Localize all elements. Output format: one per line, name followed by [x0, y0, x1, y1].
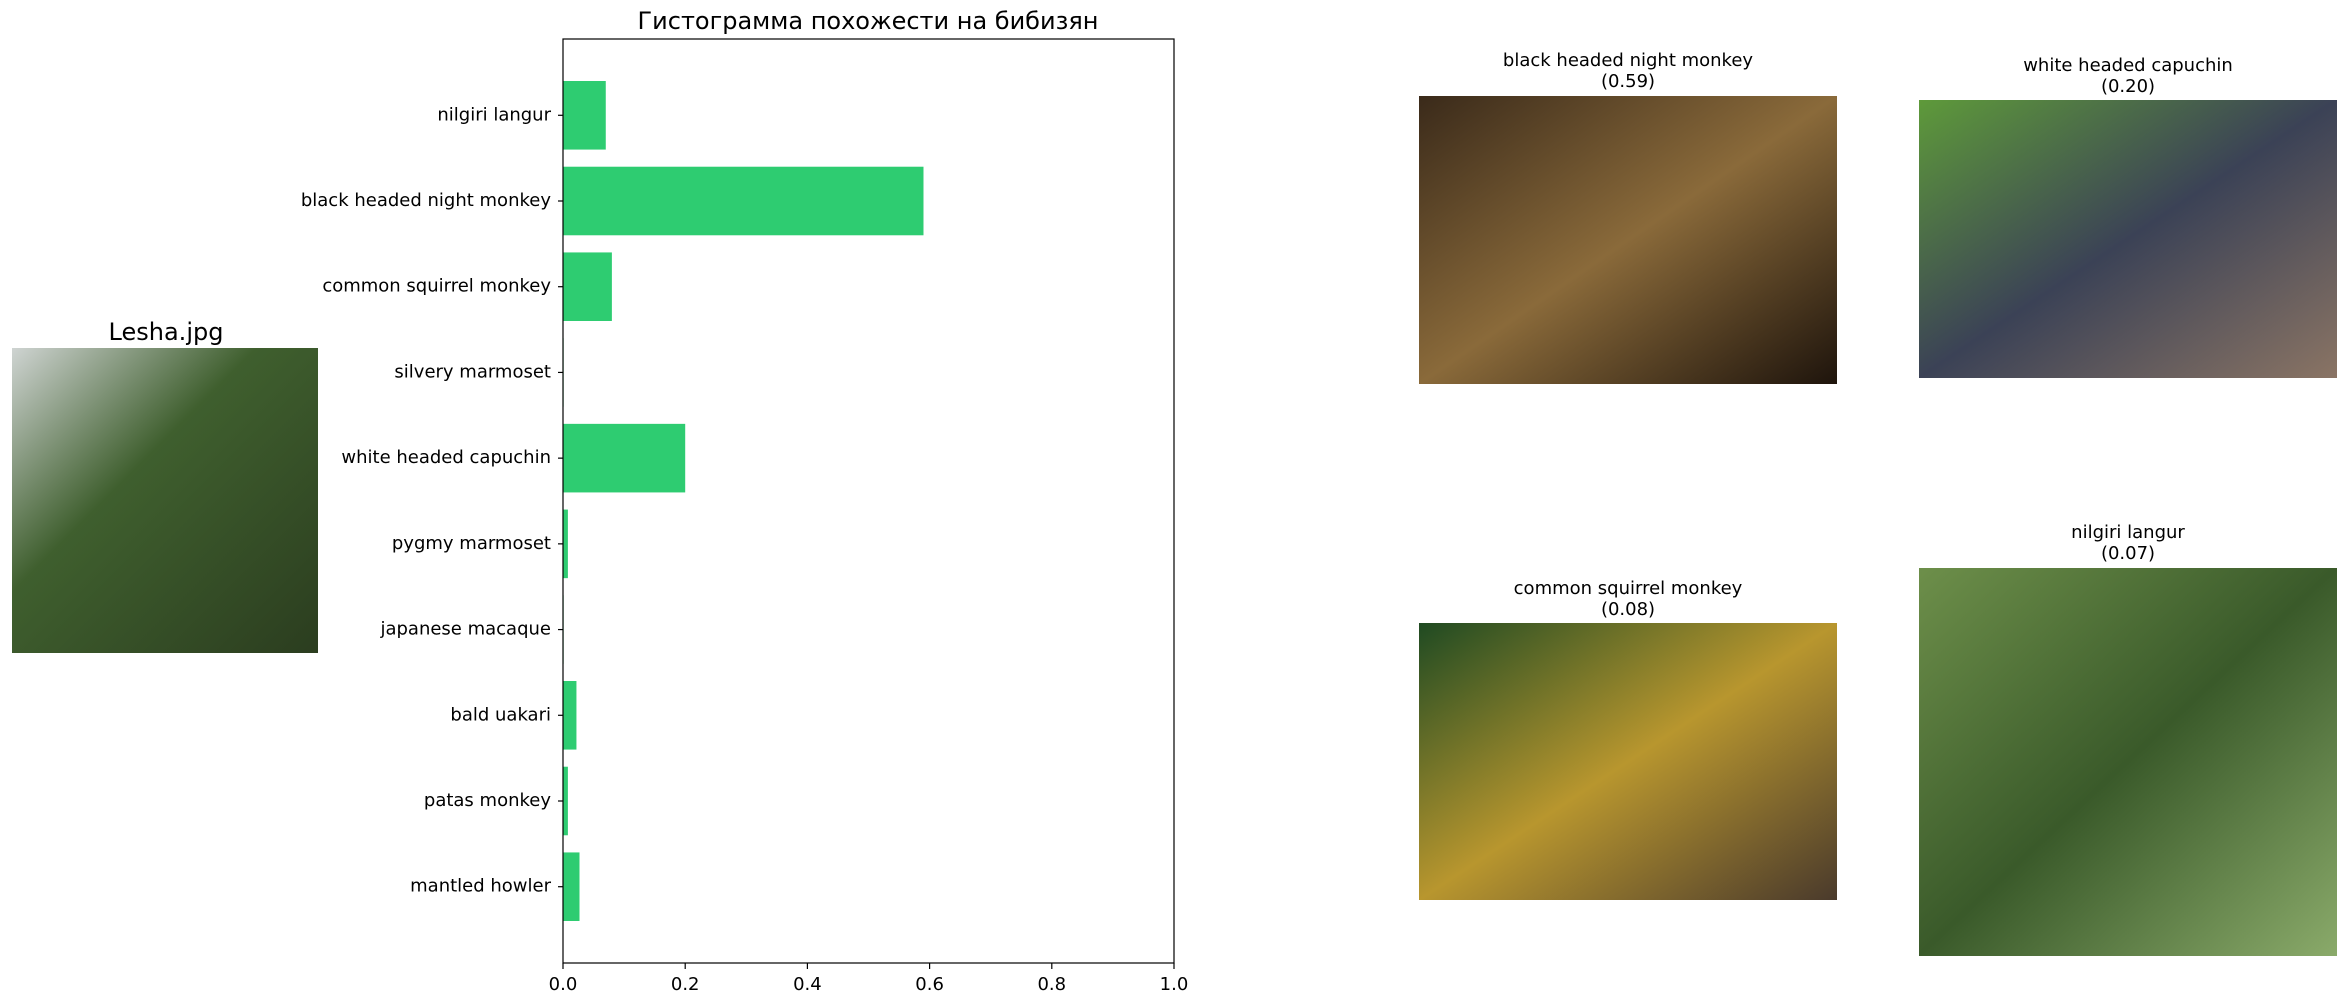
y-tick-label: japanese macaque	[379, 619, 551, 640]
bar	[563, 852, 580, 921]
bar	[563, 766, 568, 836]
match-score: (0.20)	[2101, 76, 2155, 97]
bar	[563, 166, 924, 236]
match-name: nilgiri langur	[2071, 522, 2185, 543]
x-tick-label: 0.4	[793, 974, 822, 995]
match-name: black headed night monkey	[1503, 50, 1753, 71]
chart-title: Гистограмма похожести на бибизян	[638, 7, 1099, 35]
bar	[563, 681, 577, 750]
photo	[12, 348, 318, 653]
bar	[563, 509, 568, 579]
y-tick-label: white headed capuchin	[341, 447, 551, 468]
y-tick-label: black headed night monkey	[301, 190, 551, 211]
photo	[1919, 568, 2337, 956]
y-tick-label: bald uakari	[450, 704, 551, 725]
photo	[1419, 623, 1837, 900]
match-score: (0.08)	[1601, 599, 1655, 620]
x-tick-label: 0.6	[915, 974, 944, 995]
y-tick-label: nilgiri langur	[437, 104, 551, 125]
x-tick-label: 0.0	[549, 974, 578, 995]
x-tick-label: 1.0	[1160, 974, 1189, 995]
photo	[1919, 100, 2337, 378]
x-tick-label: 0.8	[1037, 974, 1066, 995]
image-title: Lesha.jpg	[109, 318, 224, 346]
bar	[563, 252, 612, 321]
y-tick-label: mantled howler	[410, 876, 551, 897]
axes-frame	[562, 38, 1175, 964]
match-name: white headed capuchin	[2023, 55, 2233, 76]
match-name: common squirrel monkey	[1514, 578, 1743, 599]
y-tick-label: silvery marmoset	[394, 361, 551, 382]
y-tick-label: common squirrel monkey	[322, 276, 551, 297]
match-score: (0.59)	[1601, 71, 1655, 92]
x-tick-label: 0.2	[671, 974, 700, 995]
y-tick-label: pygmy marmoset	[392, 533, 551, 554]
bar	[563, 423, 686, 493]
y-tick-label: patas monkey	[424, 790, 551, 811]
bar	[563, 81, 606, 150]
match-score: (0.07)	[2101, 543, 2155, 564]
photo	[1419, 96, 1837, 384]
